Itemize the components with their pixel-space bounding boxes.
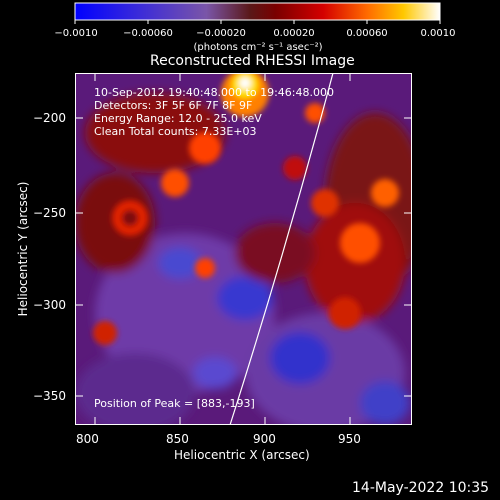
colorbar-tick-label: −0.00060: [123, 28, 173, 39]
x-tick-label: 900: [253, 432, 276, 446]
colorbar: −0.0010 −0.00060 −0.00020 0.00020 0.0006…: [54, 2, 456, 53]
energy-range-label: Energy Range: 12.0 - 25.0 keV: [94, 112, 262, 125]
clean-info-label: Clean Total counts: 7.33E+03: [94, 125, 257, 138]
x-tick-label: 850: [166, 432, 189, 446]
y-tick-label: −250: [33, 206, 66, 220]
colorbar-gradient: [74, 2, 441, 21]
colorbar-unit-label: (photons cm⁻² s⁻¹ asec⁻²): [193, 42, 322, 53]
plot-frame: [75, 73, 412, 425]
y-tick-label: −200: [33, 111, 66, 125]
y-axis-label: Heliocentric Y (arcsec): [16, 181, 30, 317]
peak-position-label: Position of Peak = [883,-193]: [94, 397, 255, 410]
y-tick-label: −300: [33, 298, 66, 312]
date-stamp: 14-May-2022 10:35: [352, 480, 490, 496]
colorbar-tick-label: 0.00020: [273, 28, 314, 39]
colorbar-tick-label: −0.00020: [196, 28, 246, 39]
colorbar-tick-label: 0.00060: [346, 28, 387, 39]
detectors-label: Detectors: 3F 5F 6F 7F 8F 9F: [94, 99, 253, 112]
plot-title: Reconstructed RHESSI Image: [150, 53, 355, 69]
colorbar-tick-label: −0.0010: [54, 28, 97, 39]
x-axis-label: Heliocentric X (arcsec): [174, 448, 310, 462]
x-tick-label: 800: [76, 432, 99, 446]
solar-limb-line: [229, 73, 334, 425]
y-tick-label: −350: [33, 389, 66, 403]
x-tick-label: 950: [338, 432, 361, 446]
colorbar-tick-label: 0.0010: [421, 28, 456, 39]
rhessi-image: [75, 73, 412, 425]
time-range-label: 10-Sep-2012 19:40:48.000 to 19:46:48.000: [94, 86, 334, 99]
